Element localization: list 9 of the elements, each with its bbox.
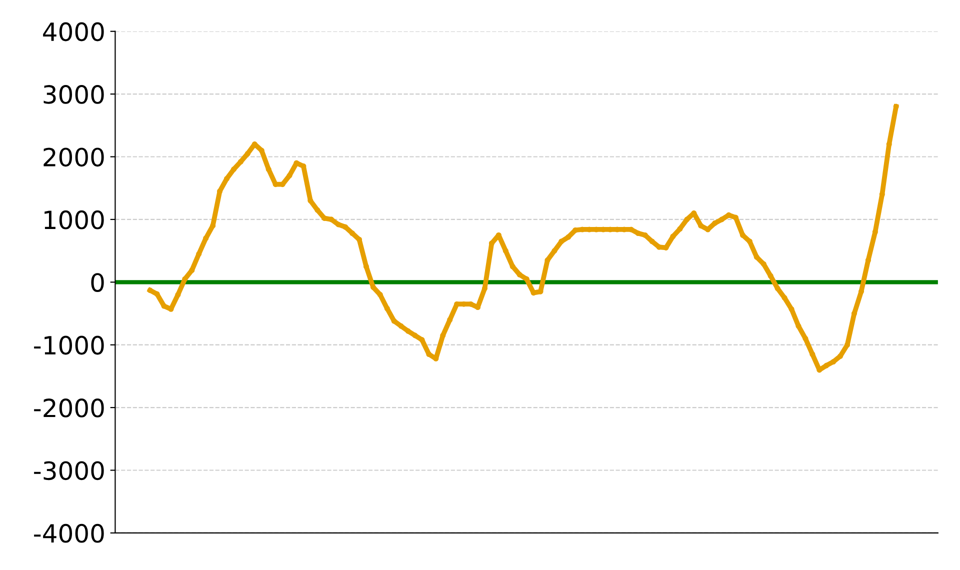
y-tick-label: 2000 bbox=[44, 148, 104, 167]
y-tick-label: -1000 bbox=[34, 336, 104, 355]
y-tick-label: -2000 bbox=[34, 398, 104, 418]
y-tick-label: 3000 bbox=[44, 84, 104, 104]
y-tick-label: 0 bbox=[91, 273, 104, 292]
y-tick-label: -4000 bbox=[34, 524, 104, 543]
y-tick-label: 4000 bbox=[43, 22, 104, 42]
y-tick-label: -3000 bbox=[34, 461, 104, 480]
y-tick-label: 1000 bbox=[44, 210, 104, 230]
